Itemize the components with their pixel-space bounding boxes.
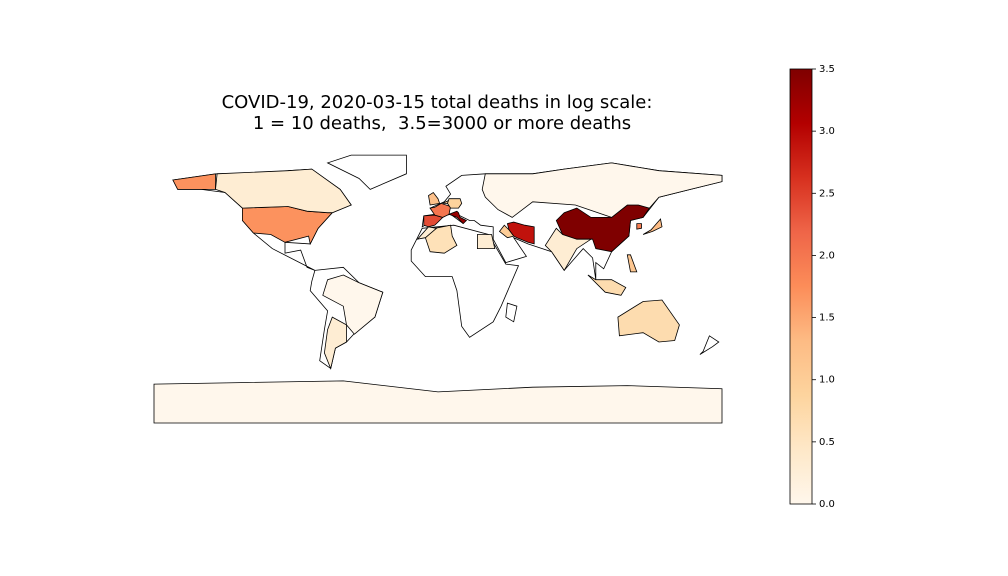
landmass	[326, 154, 407, 190]
region	[587, 274, 627, 296]
region	[498, 224, 515, 239]
landmass	[505, 302, 518, 323]
region	[636, 223, 642, 230]
region	[323, 316, 347, 370]
colorbar-tick-label: 3.5	[819, 64, 835, 75]
colorbar-tick-label: 1.5	[819, 313, 835, 324]
region	[544, 227, 593, 272]
region	[481, 162, 723, 218]
region	[476, 234, 496, 250]
region	[172, 173, 216, 190]
colorbar-tick-label: 1.0	[819, 375, 835, 386]
colorbar-tick-label: 0.5	[819, 437, 835, 448]
region	[447, 210, 468, 225]
regions	[153, 162, 723, 424]
region	[428, 191, 441, 206]
colorbar-tick-label: 2.0	[819, 250, 835, 261]
region	[447, 198, 463, 209]
region	[429, 202, 452, 218]
colorbar-tick-label: 0.0	[819, 499, 835, 510]
region	[416, 226, 438, 240]
region	[617, 299, 680, 343]
colorbar-tick-label: 2.5	[819, 188, 835, 199]
colorbar-axis: 0.0 0.5 1.0 1.5 2.0 2.5 3.0 3.5	[812, 64, 835, 510]
colorbar-tick-label: 3.0	[819, 126, 835, 137]
landmass	[699, 335, 720, 355]
region	[642, 218, 663, 235]
region	[153, 380, 723, 424]
colorbar	[789, 68, 813, 505]
title-line: 1 = 10 deaths, 3.5=3000 or more deaths	[253, 113, 631, 134]
region	[322, 274, 384, 335]
title-line: COVID-19, 2020-03-15 total deaths in log…	[222, 92, 653, 113]
region	[424, 224, 458, 254]
region	[215, 168, 352, 214]
landmass	[410, 224, 520, 338]
region	[626, 254, 638, 273]
